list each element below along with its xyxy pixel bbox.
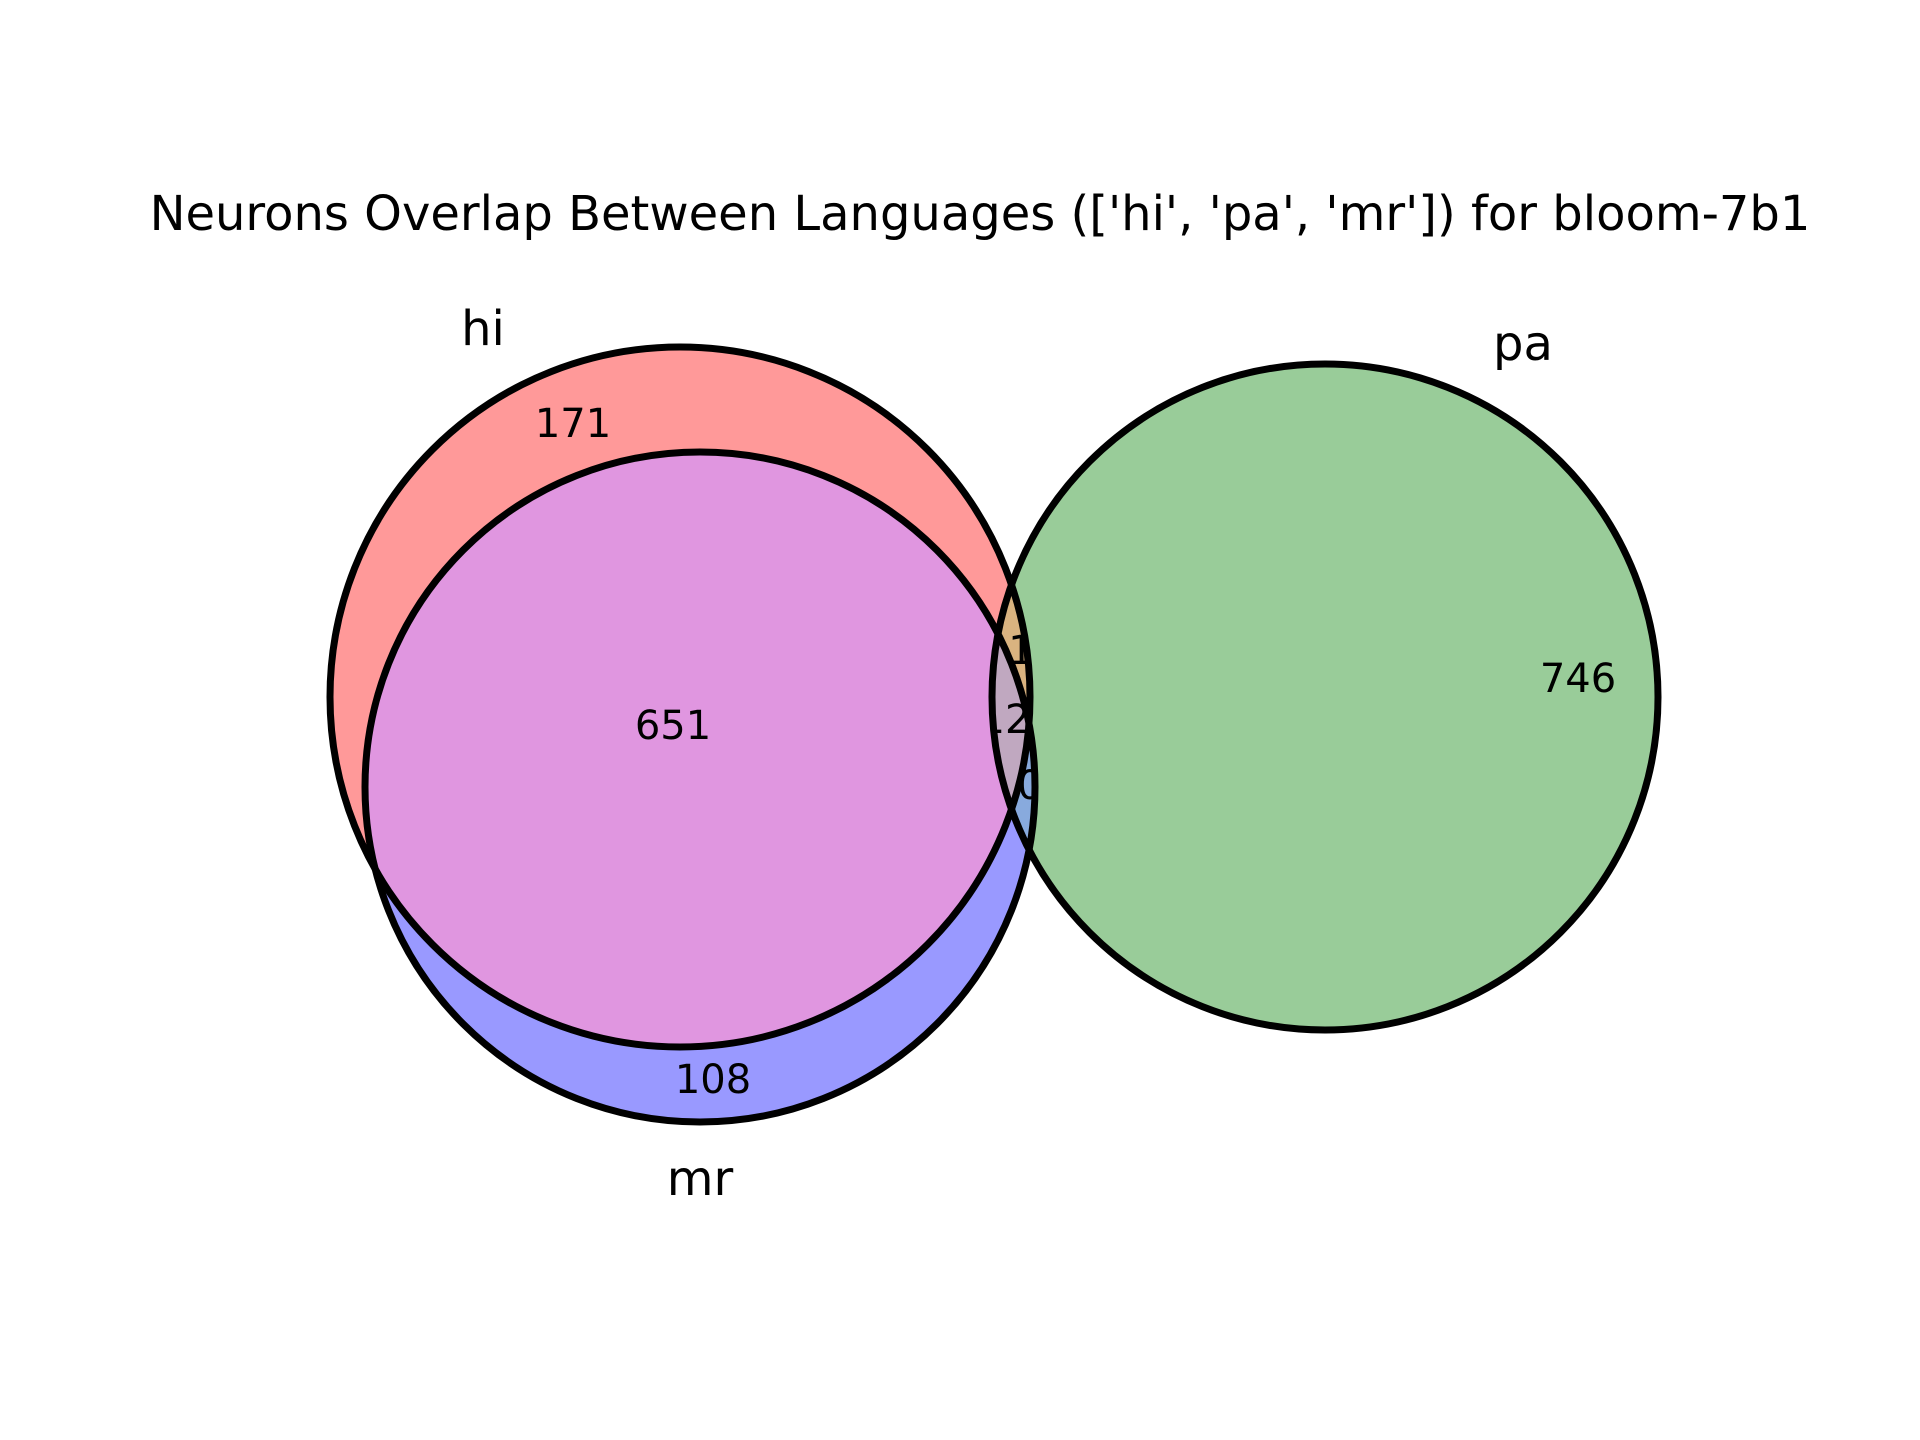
set-label-hi: hi	[461, 301, 505, 357]
set-label-pa: pa	[1493, 316, 1553, 372]
count-mr-only: 108	[675, 1057, 751, 1103]
pa-circle-outline	[988, 360, 1662, 1034]
count-hi-only: 171	[535, 401, 611, 447]
hi-circle-outline	[326, 343, 1034, 1051]
count-pa-only: 746	[1540, 656, 1616, 702]
count-hi-mr: 651	[635, 703, 711, 749]
pa-circle-fill	[992, 364, 1658, 1030]
diagram-title: Neurons Overlap Between Languages (['hi'…	[150, 186, 1811, 242]
count-hi-pa-mr: 12	[980, 697, 1031, 743]
hi-mr-overlap-fill	[365, 452, 1030, 1047]
set-label-mr: mr	[667, 1151, 734, 1207]
count-pa-mr: 0	[1017, 763, 1042, 809]
count-hi-pa: 1	[1008, 628, 1033, 674]
mr-circle-outline	[361, 448, 1039, 1126]
